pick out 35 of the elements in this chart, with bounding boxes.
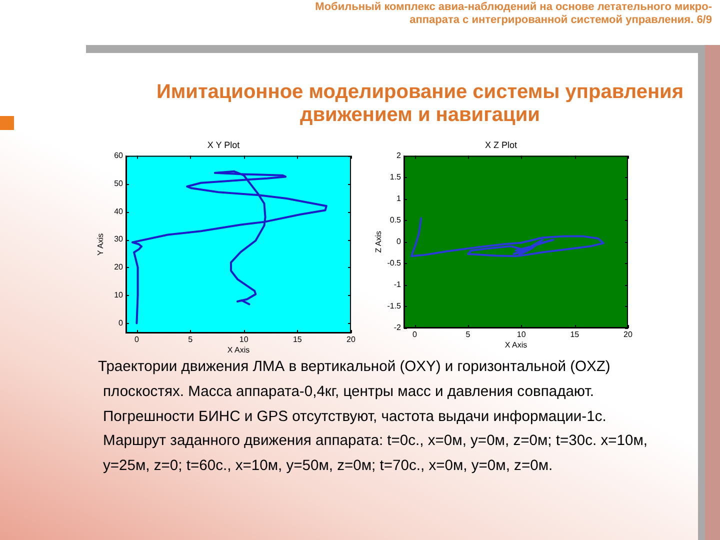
y-tick-label: -1.5 xyxy=(387,302,402,311)
y-tick-label: 0 xyxy=(118,318,124,328)
y-axis-title: Y Axis xyxy=(96,233,106,256)
x-tick-label: 20 xyxy=(346,335,356,344)
y-tick-label: -0.5 xyxy=(387,258,402,268)
y-axis-title: Z Axis xyxy=(374,231,384,253)
x-tick-label: 20 xyxy=(624,330,633,340)
chart-title: X Y Plot xyxy=(207,140,240,150)
y-tick-label: 10 xyxy=(114,290,124,300)
y-tick-label: 50 xyxy=(114,178,124,188)
y-tick-label: 2 xyxy=(396,151,402,160)
x-axis-title: X Axis xyxy=(504,340,528,350)
y-tick-label: 0 xyxy=(396,237,402,246)
y-tick-label: -1 xyxy=(394,280,402,290)
x-tick-label: 10 xyxy=(239,335,249,344)
x-axis-title: X Axis xyxy=(227,345,250,354)
y-tick-label: 1 xyxy=(396,194,402,204)
x-tick-label: 15 xyxy=(570,330,580,340)
x-tick-label: 10 xyxy=(516,330,526,340)
x-tick-label: 15 xyxy=(292,335,302,344)
text: Мобильный комплекс авиа-наблюдений на основе летательного микро- аппарата с интегрированной системой управления. 6/9 xyxy=(314,1,712,27)
x-tick-label: 5 xyxy=(188,335,194,344)
y-tick-label: 60 xyxy=(114,151,124,160)
y-tick-label: 30 xyxy=(114,234,124,244)
y-tick-label: -2 xyxy=(394,323,402,332)
y-tick-label: 40 xyxy=(114,206,124,216)
text: Имитационное моделирование системы управления движением и навигации xyxy=(155,81,684,127)
text: Траектории движения ЛМА в вертикальной (OXY) и горизонтальной (OXZ) плоскостях. Масса аппарата-0,4кг, центры масс и давления совпадают. Погрешности БИНС и GPS отсутствуют, частота выдачи информации-1с. Маршрут заданного движения аппарата: t=0с., x=0м, y=0м, z=0м; t=30с. x=10м, y=25м, z=0; t=60с., x=10м, y=50м, z=0м; t=70с., x=0м, y=0м, z=0м. xyxy=(98,358,648,476)
x-tick-label: 0 xyxy=(412,330,418,340)
x-tick-label: 5 xyxy=(466,330,471,340)
y-tick-label: 1.5 xyxy=(390,172,402,182)
y-tick-label: 0.5 xyxy=(390,216,402,225)
chart-title: X Z Plot xyxy=(484,140,518,150)
y-tick-label: 20 xyxy=(114,262,124,272)
x-tick-label: 0 xyxy=(134,335,140,344)
